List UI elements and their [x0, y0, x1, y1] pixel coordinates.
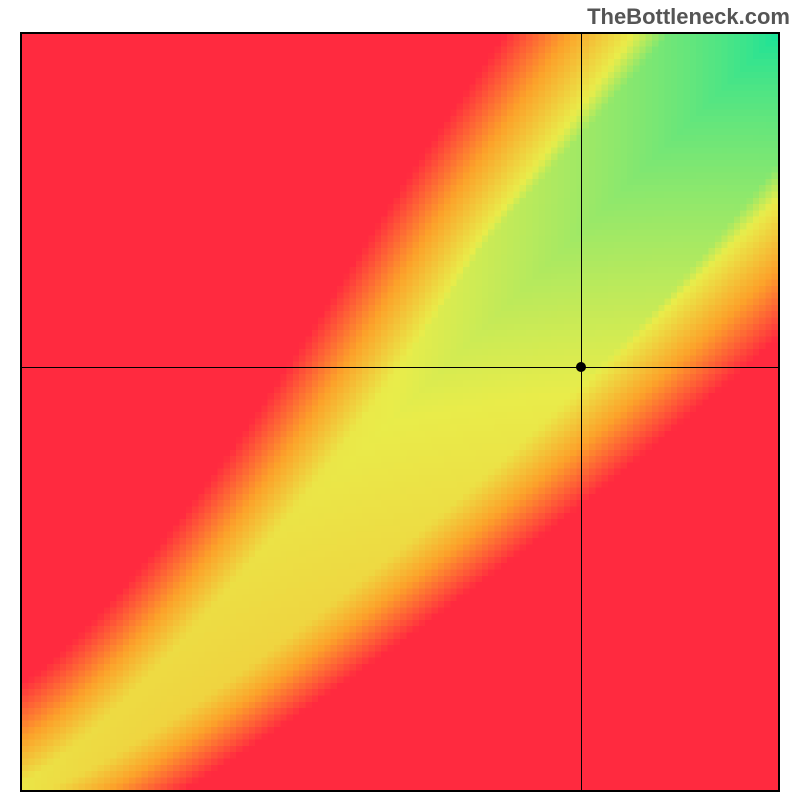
crosshair-vertical	[581, 34, 582, 790]
chart-container: TheBottleneck.com	[0, 0, 800, 800]
heatmap-canvas	[22, 34, 778, 790]
heatmap-frame	[20, 32, 780, 792]
crosshair-marker	[576, 362, 586, 372]
watermark-text: TheBottleneck.com	[587, 4, 790, 30]
crosshair-horizontal	[22, 367, 778, 368]
